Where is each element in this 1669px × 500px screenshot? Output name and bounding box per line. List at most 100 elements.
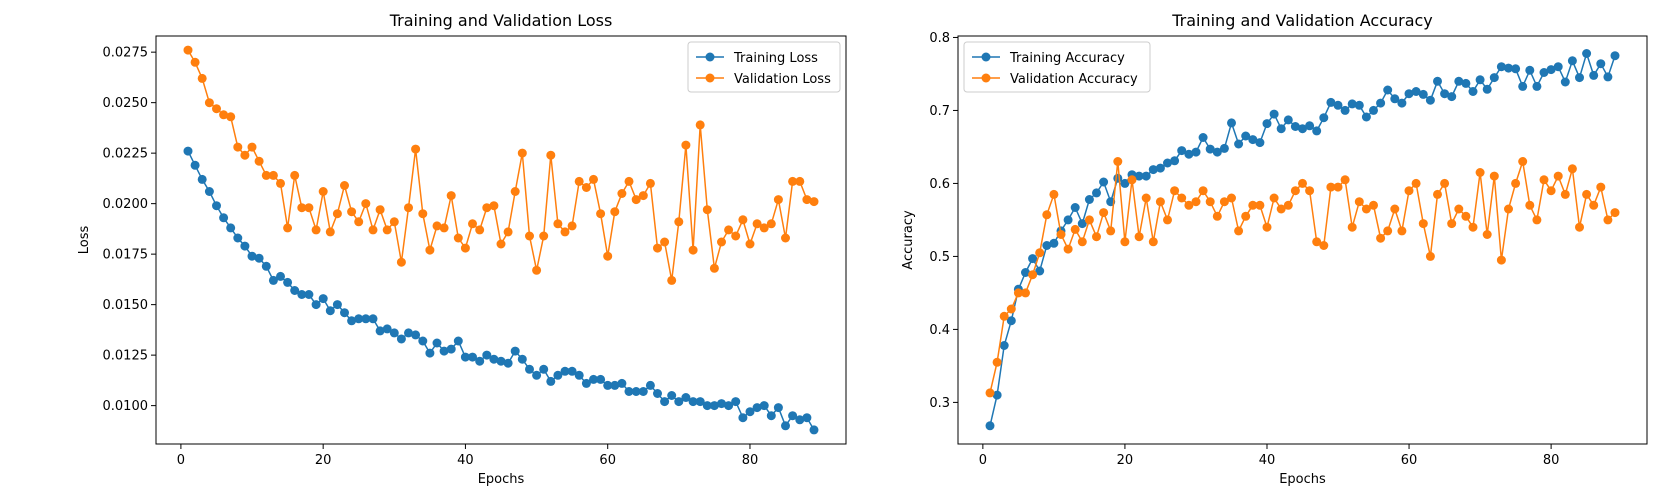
data-point (1511, 178, 1521, 188)
y-tick-label: 0.0150 (103, 298, 149, 313)
data-point (788, 411, 798, 421)
data-point (539, 364, 549, 374)
data-point (1596, 59, 1606, 69)
data-point (1468, 87, 1478, 96)
data-point (425, 348, 435, 358)
data-point (396, 257, 406, 267)
data-point (795, 415, 805, 425)
data-point (1539, 68, 1549, 77)
data-point (1376, 233, 1386, 243)
data-point (496, 356, 506, 366)
data-point (1021, 268, 1030, 277)
plot-frame (957, 35, 1648, 445)
data-point (610, 380, 620, 390)
data-point (1134, 171, 1144, 181)
data-point (766, 219, 776, 229)
data-point (1425, 95, 1435, 105)
data-point (404, 328, 413, 338)
data-point (1589, 70, 1599, 80)
data-point (1070, 203, 1080, 212)
data-point (695, 397, 705, 407)
data-point (667, 275, 677, 285)
data-point (1582, 49, 1592, 58)
data-point (1383, 85, 1393, 95)
data-point (1475, 168, 1485, 177)
data-point (766, 411, 776, 421)
data-point (660, 237, 670, 247)
data-point (453, 233, 463, 243)
data-point (1028, 254, 1038, 264)
data-point (1461, 211, 1471, 221)
y-axis-label: Accuracy (901, 210, 916, 270)
data-point (802, 195, 812, 205)
data-point (809, 197, 819, 207)
data-point (1205, 144, 1215, 154)
data-point (1283, 200, 1293, 210)
data-point (681, 393, 691, 402)
data-point (631, 195, 641, 205)
series-validation-loss (183, 45, 819, 285)
data-point (446, 344, 456, 354)
data-point (1148, 165, 1158, 175)
data-point (1482, 230, 1492, 239)
data-point (1262, 119, 1272, 129)
data-point (1482, 84, 1492, 94)
data-point (311, 300, 321, 310)
data-point (674, 397, 684, 407)
data-point (759, 401, 769, 411)
data-point (240, 150, 250, 160)
data-point (1177, 193, 1187, 203)
data-point (1340, 105, 1350, 115)
data-point (1212, 147, 1222, 157)
data-point (190, 160, 200, 170)
data-point (468, 219, 477, 229)
data-point (1056, 230, 1066, 239)
data-point (510, 187, 520, 196)
data-point (418, 209, 428, 219)
data-point (1525, 200, 1535, 210)
data-point (1084, 195, 1094, 204)
data-point (1099, 177, 1109, 187)
data-point (290, 286, 300, 295)
data-point (240, 241, 250, 251)
y-tick-label: 0.4 (929, 323, 950, 338)
data-point (624, 176, 634, 186)
data-point (304, 203, 314, 213)
data-point (1106, 226, 1116, 236)
data-point (1440, 178, 1450, 188)
data-point (546, 376, 556, 386)
data-point (1219, 143, 1229, 153)
data-point (1553, 171, 1563, 181)
x-tick-label: 60 (599, 453, 616, 468)
data-point (1333, 100, 1343, 110)
x-tick-label: 0 (979, 453, 987, 468)
data-point (1326, 182, 1336, 192)
data-point (660, 397, 670, 407)
data-point (992, 390, 1002, 400)
data-point (489, 201, 499, 211)
data-point (460, 352, 470, 362)
data-point (1283, 115, 1293, 125)
data-point (1518, 81, 1528, 91)
data-point (496, 239, 506, 249)
data-point (1418, 219, 1428, 229)
data-point (432, 338, 442, 348)
data-point (731, 397, 741, 407)
data-point (382, 225, 392, 235)
data-point (1212, 211, 1222, 221)
plot-area (985, 49, 1620, 431)
data-point (589, 374, 598, 384)
data-point (1582, 189, 1592, 199)
data-point (1006, 316, 1016, 326)
data-point (1603, 215, 1613, 225)
data-point (340, 308, 349, 318)
data-point (752, 219, 762, 229)
series-training-accuracy (985, 49, 1620, 431)
data-point (1092, 188, 1101, 198)
data-point (318, 187, 328, 196)
data-point (781, 421, 790, 431)
data-point (553, 219, 563, 229)
x-tick-label: 0 (177, 453, 185, 468)
data-point (1063, 215, 1073, 225)
data-point (1141, 193, 1151, 203)
